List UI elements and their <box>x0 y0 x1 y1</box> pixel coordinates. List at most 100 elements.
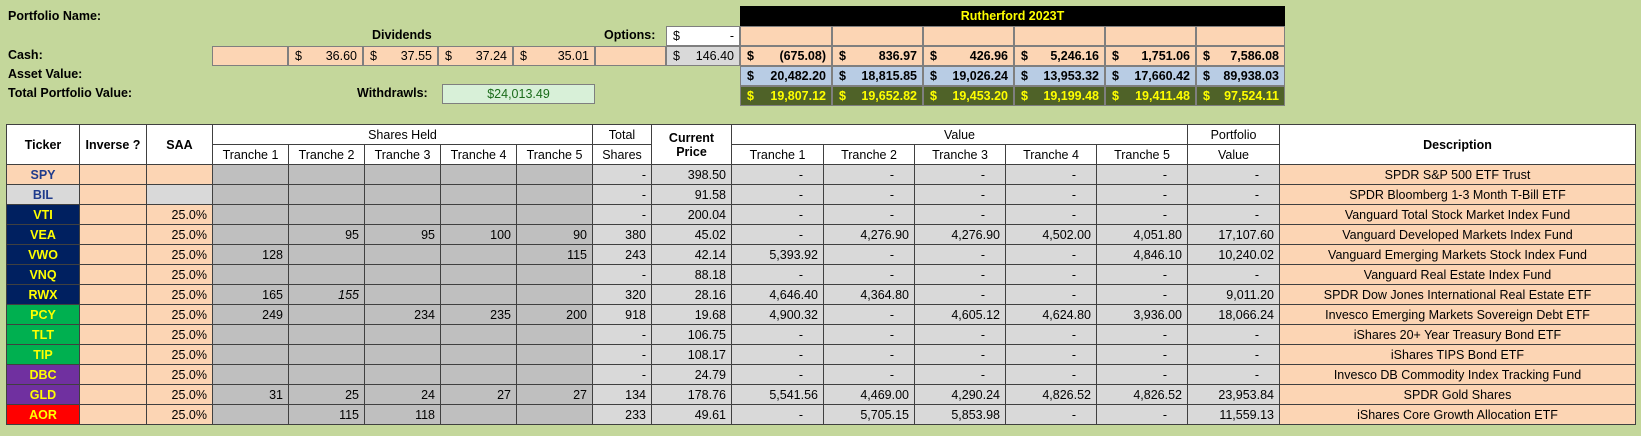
ticker-cell[interactable]: RWX <box>6 284 80 305</box>
price-cell[interactable]: 24.79 <box>651 364 732 385</box>
shares-cell[interactable] <box>516 364 593 385</box>
shares-cell[interactable] <box>364 364 441 385</box>
inverse-cell[interactable] <box>79 284 147 305</box>
asset-tranche-cell-1[interactable]: $20,482.20 <box>740 66 832 86</box>
price-cell[interactable]: 19.68 <box>651 304 732 325</box>
inverse-cell[interactable] <box>79 404 147 425</box>
shares-cell[interactable]: 100 <box>440 224 517 245</box>
shares-cell[interactable]: 155 <box>288 284 365 305</box>
shares-cell[interactable] <box>440 324 517 345</box>
saa-cell[interactable]: 25.0% <box>146 324 213 345</box>
saa-cell[interactable]: 25.0% <box>146 404 213 425</box>
total-tranche-cell-2[interactable]: $19,652.82 <box>832 86 923 106</box>
price-cell[interactable]: 106.75 <box>651 324 732 345</box>
shares-cell[interactable] <box>212 344 289 365</box>
shares-cell[interactable] <box>516 204 593 225</box>
shares-cell[interactable] <box>440 404 517 425</box>
shares-cell[interactable] <box>212 364 289 385</box>
ticker-cell[interactable]: AOR <box>6 404 80 425</box>
shares-cell[interactable] <box>516 184 593 205</box>
ticker-cell[interactable]: SPY <box>6 164 80 185</box>
inverse-cell[interactable] <box>79 384 147 405</box>
inverse-cell[interactable] <box>79 304 147 325</box>
shares-cell[interactable]: 234 <box>364 304 441 325</box>
cash-tranche-cell-1[interactable]: $ (675.08) <box>740 46 832 66</box>
shares-cell[interactable] <box>288 264 365 285</box>
inverse-cell[interactable] <box>79 324 147 345</box>
price-cell[interactable]: 398.50 <box>651 164 732 185</box>
cash-tranche-cell-6[interactable]: $7,586.08 <box>1196 46 1285 66</box>
shares-cell[interactable] <box>288 304 365 325</box>
shares-cell[interactable] <box>364 284 441 305</box>
shares-cell[interactable]: 95 <box>288 224 365 245</box>
dividend-cell-4[interactable]: $35.01 <box>513 46 595 66</box>
dividend-cell-3[interactable]: $37.24 <box>438 46 513 66</box>
saa-cell[interactable] <box>146 184 213 205</box>
price-cell[interactable]: 28.16 <box>651 284 732 305</box>
saa-cell[interactable]: 25.0% <box>146 364 213 385</box>
cash-blank-cell[interactable] <box>212 46 288 66</box>
shares-cell[interactable]: 165 <box>212 284 289 305</box>
shares-cell[interactable]: 31 <box>212 384 289 405</box>
shares-cell[interactable] <box>212 184 289 205</box>
saa-cell[interactable]: 25.0% <box>146 204 213 225</box>
shares-cell[interactable]: 24 <box>364 384 441 405</box>
price-cell[interactable]: 178.76 <box>651 384 732 405</box>
inverse-cell[interactable] <box>79 224 147 245</box>
saa-cell[interactable]: 25.0% <box>146 244 213 265</box>
price-cell[interactable]: 91.58 <box>651 184 732 205</box>
inverse-cell[interactable] <box>79 204 147 225</box>
shares-cell[interactable] <box>212 264 289 285</box>
shares-cell[interactable] <box>288 244 365 265</box>
shares-cell[interactable]: 25 <box>288 384 365 405</box>
cash-tranche-cell-3[interactable]: $426.96 <box>923 46 1014 66</box>
shares-cell[interactable] <box>288 164 365 185</box>
shares-cell[interactable] <box>440 164 517 185</box>
saa-cell[interactable] <box>146 164 213 185</box>
ticker-cell[interactable]: VEA <box>6 224 80 245</box>
cash-tranche-cell-4[interactable]: $5,246.16 <box>1014 46 1105 66</box>
shares-cell[interactable] <box>364 164 441 185</box>
cash-tranche-cell-5[interactable]: $1,751.06 <box>1105 46 1196 66</box>
shares-cell[interactable] <box>212 164 289 185</box>
dividend-cell-1[interactable]: $36.60 <box>288 46 363 66</box>
shares-cell[interactable] <box>516 324 593 345</box>
shares-cell[interactable] <box>516 404 593 425</box>
cash-blank-cell-2[interactable] <box>595 46 666 66</box>
total-tranche-cell-6[interactable]: $97,524.11 <box>1196 86 1285 106</box>
shares-cell[interactable] <box>516 264 593 285</box>
price-cell[interactable]: 45.02 <box>651 224 732 245</box>
options-cell[interactable]: $ - <box>666 26 740 46</box>
shares-cell[interactable] <box>440 284 517 305</box>
shares-cell[interactable] <box>288 324 365 345</box>
ticker-cell[interactable]: PCY <box>6 304 80 325</box>
shares-cell[interactable] <box>440 364 517 385</box>
ticker-cell[interactable]: VWO <box>6 244 80 265</box>
shares-cell[interactable] <box>516 164 593 185</box>
price-cell[interactable]: 88.18 <box>651 264 732 285</box>
price-cell[interactable]: 49.61 <box>651 404 732 425</box>
shares-cell[interactable] <box>212 324 289 345</box>
withdrawls-value[interactable]: $24,013.49 <box>442 84 595 104</box>
shares-cell[interactable]: 200 <box>516 304 593 325</box>
asset-tranche-cell-5[interactable]: $17,660.42 <box>1105 66 1196 86</box>
shares-cell[interactable]: 115 <box>288 404 365 425</box>
saa-cell[interactable]: 25.0% <box>146 284 213 305</box>
total-tranche-cell-1[interactable]: $19,807.12 <box>740 86 832 106</box>
shares-cell[interactable] <box>288 204 365 225</box>
asset-tranche-cell-3[interactable]: $19,026.24 <box>923 66 1014 86</box>
saa-cell[interactable]: 25.0% <box>146 264 213 285</box>
inverse-cell[interactable] <box>79 364 147 385</box>
shares-cell[interactable]: 95 <box>364 224 441 245</box>
shares-cell[interactable] <box>364 264 441 285</box>
dividend-cell-2[interactable]: $37.55 <box>363 46 438 66</box>
ticker-cell[interactable]: BIL <box>6 184 80 205</box>
inverse-cell[interactable] <box>79 264 147 285</box>
asset-tranche-cell-2[interactable]: $18,815.85 <box>832 66 923 86</box>
ticker-cell[interactable]: TIP <box>6 344 80 365</box>
inverse-cell[interactable] <box>79 344 147 365</box>
saa-cell[interactable]: 25.0% <box>146 224 213 245</box>
total-tranche-cell-3[interactable]: $19,453.20 <box>923 86 1014 106</box>
price-cell[interactable]: 108.17 <box>651 344 732 365</box>
shares-cell[interactable]: 90 <box>516 224 593 245</box>
